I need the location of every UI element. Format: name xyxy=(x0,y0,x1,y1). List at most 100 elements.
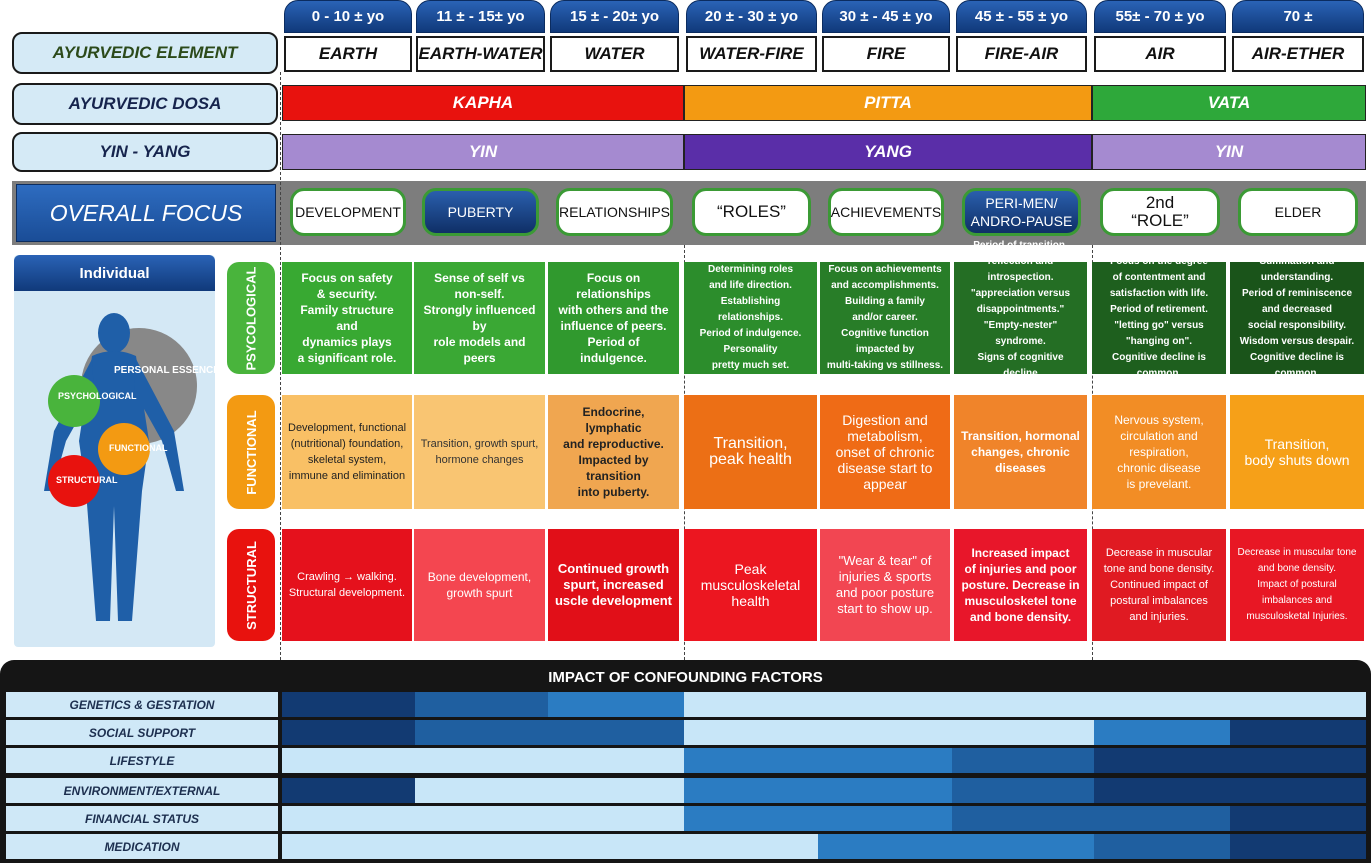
divider-line-1 xyxy=(280,72,281,660)
overall-focus-label: OVERALL FOCUS xyxy=(16,184,276,242)
element-cell: AIR-ETHER xyxy=(1232,36,1364,72)
confounding-level-cell xyxy=(952,806,1094,831)
struct-cell: Peak musculoskeletal health xyxy=(684,529,817,641)
confounding-level-cell xyxy=(952,834,1094,859)
confounding-level-cell xyxy=(415,692,548,717)
category-structural-tab: STRUCTURAL xyxy=(227,529,275,641)
confounding-level-cell xyxy=(684,834,818,859)
focus-pill: DEVELOPMENT xyxy=(290,188,406,236)
psychological-gear-label: PSYCHOLOGICAL xyxy=(58,391,137,401)
yin-band-1: YIN xyxy=(282,134,684,170)
focus-pill: “ROLES” xyxy=(692,188,811,236)
confounding-level-cell xyxy=(548,720,684,745)
struct-cell: Decrease in muscular tone and bone densi… xyxy=(1092,529,1226,641)
confounding-level-cell xyxy=(1094,692,1230,717)
confounding-level-cell xyxy=(282,834,415,859)
confounding-level-cell xyxy=(415,806,548,831)
func-cell: Endocrine, lymphatic and reproductive. I… xyxy=(548,395,679,509)
confounding-level-cell xyxy=(415,720,548,745)
category-functional-label: FUNCTIONAL xyxy=(243,409,259,495)
confounding-factors-title: IMPACT OF CONFOUNDING FACTORS xyxy=(548,668,823,686)
func-cell: Development, functional (nutritional) fo… xyxy=(282,395,412,509)
struct-cell: Increased impact of injuries and poor po… xyxy=(954,529,1087,641)
confounding-row-label: SOCIAL SUPPORT xyxy=(6,720,278,745)
confounding-level-cell xyxy=(684,692,818,717)
confounding-level-cell xyxy=(952,692,1094,717)
confounding-level-cell xyxy=(282,692,415,717)
confounding-level-cell xyxy=(952,748,1094,773)
confounding-level-cell xyxy=(818,834,952,859)
dosa-vata: VATA xyxy=(1092,85,1366,121)
confounding-level-cell xyxy=(1230,834,1366,859)
confounding-level-cell xyxy=(818,778,952,803)
confounding-level-cell xyxy=(818,748,952,773)
confounding-level-cell xyxy=(818,692,952,717)
psych-cell: Focus on relationships with others and t… xyxy=(548,262,679,374)
confounding-level-cell xyxy=(952,720,1094,745)
func-cell: Digestion and metabolism, onset of chron… xyxy=(820,395,950,509)
category-structural-label: STRUCTURAL xyxy=(243,540,259,630)
confounding-level-cell xyxy=(1094,834,1230,859)
confounding-level-cell xyxy=(548,834,684,859)
psych-cell: Period of transition, reflection and int… xyxy=(954,240,1087,395)
right-arm xyxy=(134,359,184,491)
functional-gear-icon xyxy=(98,423,150,475)
func-cell: Transition, growth spurt, hormone change… xyxy=(414,395,545,509)
individual-title: Individual xyxy=(14,255,215,291)
confounding-level-cell xyxy=(548,778,684,803)
element-cell: FIRE xyxy=(822,36,950,72)
element-cell: WATER xyxy=(550,36,679,72)
body-silhouette xyxy=(79,351,149,621)
age-tab: 55± - 70 ± yo xyxy=(1094,0,1226,33)
ayurvedic-element-label: AYURVEDIC ELEMENT xyxy=(12,32,278,74)
confounding-level-cell xyxy=(282,806,415,831)
func-cell: Nervous system, circulation and respirat… xyxy=(1092,395,1226,509)
confounding-level-cell xyxy=(684,720,818,745)
functional-gear-label: FUNCTIONAL xyxy=(109,443,168,453)
focus-pill: PERI-MEN/ ANDRO-PAUSE xyxy=(962,188,1081,236)
func-cell: Transition, hormonal changes, chronic di… xyxy=(954,395,1087,509)
focus-pill: ACHIEVEMENTS xyxy=(828,188,944,236)
confounding-level-cell xyxy=(1094,720,1230,745)
confounding-level-cell xyxy=(818,720,952,745)
confounding-level-cell xyxy=(282,720,415,745)
focus-pill: RELATIONSHIPS xyxy=(556,188,673,236)
confounding-level-cell xyxy=(1230,778,1366,803)
confounding-level-cell xyxy=(1230,806,1366,831)
confounding-level-cell xyxy=(1230,692,1366,717)
confounding-level-cell xyxy=(684,748,818,773)
age-tab: 15 ± - 20± yo xyxy=(550,0,679,33)
confounding-row-label: LIFESTYLE xyxy=(6,748,278,773)
confounding-row-label: ENVIRONMENT/EXTERNAL xyxy=(6,778,278,803)
func-cell: Transition, body shuts down xyxy=(1230,395,1364,509)
confounding-level-cell xyxy=(1094,778,1230,803)
category-psychological-label: PSYCOLOGICAL xyxy=(243,265,259,371)
age-tab: 30 ± - 45 ± yo xyxy=(822,0,950,33)
structural-gear-icon xyxy=(48,455,100,507)
confounding-level-cell xyxy=(684,778,818,803)
confounding-level-cell xyxy=(1230,748,1366,773)
confounding-level-cell xyxy=(684,806,818,831)
focus-pill: 2nd “ROLE” xyxy=(1100,188,1220,236)
confounding-level-cell xyxy=(1094,806,1230,831)
psych-cell: Sense of self vs non-self. Strongly infl… xyxy=(414,262,545,374)
confounding-level-cell xyxy=(548,748,684,773)
element-cell: FIRE-AIR xyxy=(956,36,1087,72)
confounding-level-cell xyxy=(952,778,1094,803)
yin-yang-label: YIN - YANG xyxy=(12,132,278,172)
age-tab: 70 ± xyxy=(1232,0,1364,33)
yin-band-2: YIN xyxy=(1092,134,1366,170)
dosa-kapha: KAPHA xyxy=(282,85,684,121)
confounding-level-cell xyxy=(282,778,415,803)
confounding-level-cell xyxy=(548,806,684,831)
psych-cell: Focus on the degree of contentment and s… xyxy=(1092,256,1226,379)
category-psychological-tab: PSYCOLOGICAL xyxy=(227,262,275,374)
structural-gear-label: STRUCTURAL xyxy=(56,475,118,485)
confounding-level-cell xyxy=(415,778,548,803)
confounding-level-cell xyxy=(415,748,548,773)
confounding-level-cell xyxy=(818,806,952,831)
psych-cell: Summation and understanding. Period of r… xyxy=(1230,256,1364,379)
confounding-row-label: MEDICATION xyxy=(6,834,278,859)
dosa-pitta: PITTA xyxy=(684,85,1092,121)
